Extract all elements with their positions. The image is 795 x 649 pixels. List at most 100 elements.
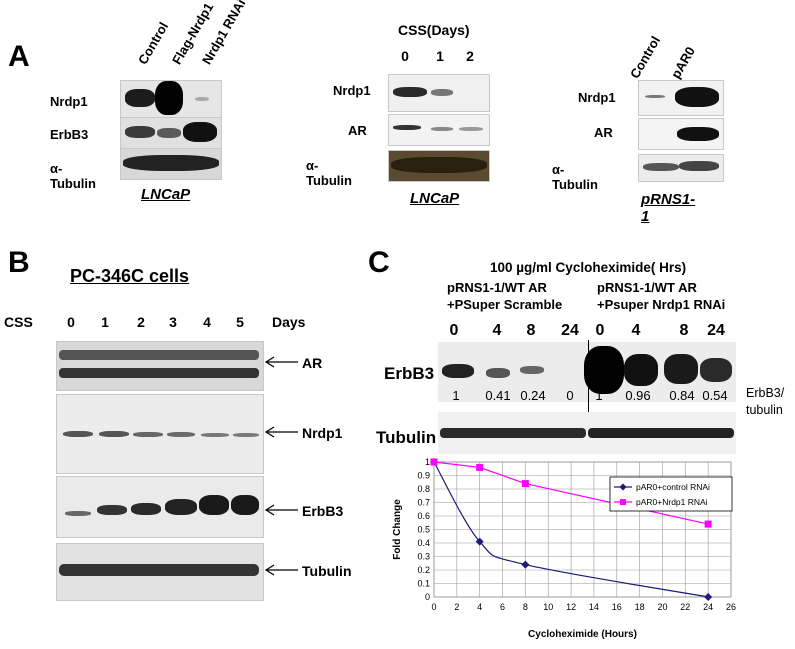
arrow-icon bbox=[264, 355, 298, 369]
blot-strip bbox=[638, 80, 724, 116]
lane-label: 0 bbox=[401, 48, 409, 64]
x-tick-label: 24 bbox=[703, 602, 713, 612]
legend-marker bbox=[619, 483, 627, 491]
row-label: AR bbox=[594, 125, 613, 140]
lane-label: 4 bbox=[492, 322, 502, 339]
lane-label: 24 bbox=[561, 322, 579, 339]
line-chart: 0 0.1 0.2 0.3 0.4 0.5 0.6 0.7 0.8 0.9 1 0 2 4 6 8 10 12 14… bbox=[366, 457, 746, 644]
x-tick-label: 14 bbox=[589, 602, 599, 612]
ratio-value: 0.41 bbox=[485, 388, 511, 403]
y-tick-label: 0.2 bbox=[417, 565, 430, 575]
y-tick-label: 0 bbox=[425, 592, 430, 602]
arrow-icon bbox=[264, 503, 298, 517]
lane-label: pAR0 bbox=[668, 44, 698, 81]
lane-label: Control bbox=[627, 33, 664, 81]
y-tick-label: 0.1 bbox=[417, 579, 430, 589]
row-label: Nrdp1 bbox=[333, 83, 371, 98]
y-tick-label: 0.7 bbox=[417, 498, 430, 508]
lane-label: 0 bbox=[449, 322, 459, 339]
x-tick-label: 8 bbox=[523, 602, 528, 612]
y-axis-label: Fold Change bbox=[392, 499, 403, 560]
line-chart-svg: 00.10.20.30.40.50.60.70.80.910 2 4 6 8 10 12 14… bbox=[392, 457, 736, 640]
x-tick-label: 0 bbox=[431, 602, 436, 612]
row-label: Nrdp1 bbox=[50, 94, 88, 109]
arrow-icon bbox=[264, 563, 298, 577]
blot-caption: LNCaP bbox=[141, 186, 191, 203]
ratio-value: 0 bbox=[566, 388, 574, 403]
y-tick-label: 1 bbox=[425, 458, 430, 467]
panel-a-letter: A bbox=[8, 40, 30, 73]
row-label: AR bbox=[348, 123, 367, 138]
days-label: Days bbox=[272, 314, 306, 330]
x-tick-label: 20 bbox=[657, 602, 667, 612]
blot-strip bbox=[120, 80, 222, 118]
x-tick-label: 2 bbox=[454, 602, 459, 612]
data-point bbox=[521, 560, 530, 569]
group1-line2: +PSuper Scramble bbox=[447, 297, 563, 312]
group-divider bbox=[588, 340, 589, 444]
blot-strip bbox=[438, 342, 736, 402]
x-tick-label: 18 bbox=[635, 602, 645, 612]
y-tick-label: 0.6 bbox=[417, 511, 430, 521]
data-point bbox=[476, 463, 484, 471]
ratio-value: 0.84 bbox=[669, 388, 695, 403]
row-label: ErbB3 bbox=[50, 127, 89, 142]
row-label: ErbB3 bbox=[302, 503, 344, 519]
x-tick-label: 6 bbox=[500, 602, 505, 612]
group1-line1: pRNS1-1/WT AR bbox=[447, 280, 547, 295]
blot-strip bbox=[56, 341, 264, 391]
blot-strip bbox=[638, 154, 724, 182]
blot-caption: pRNS1-1 bbox=[641, 191, 696, 225]
ratio-value: 1 bbox=[595, 388, 603, 403]
ratio-value: 0.24 bbox=[520, 388, 546, 403]
panel-b-letter: B bbox=[8, 246, 30, 279]
lane-label: 0 bbox=[67, 314, 75, 330]
row-label: α-Tubulin bbox=[552, 162, 598, 192]
panel-b-title: PC-346C cells bbox=[70, 266, 190, 286]
row-label: Nrdp1 bbox=[578, 90, 616, 105]
data-point bbox=[704, 593, 713, 601]
blot-strip bbox=[388, 114, 490, 146]
lane-label: Control bbox=[135, 19, 172, 67]
blot-strip bbox=[120, 117, 222, 149]
row-label: ErbB3 bbox=[384, 364, 435, 383]
data-point bbox=[521, 480, 529, 488]
blot-strip bbox=[438, 412, 736, 454]
blot-strip bbox=[56, 543, 264, 601]
lane-label: 3 bbox=[169, 314, 177, 330]
data-point bbox=[430, 458, 438, 466]
blot-header: CSS(Days) bbox=[398, 22, 470, 38]
lane-label: 5 bbox=[236, 314, 244, 330]
y-tick-label: 0.9 bbox=[417, 471, 430, 481]
blot-strip bbox=[388, 150, 490, 182]
lane-label: 2 bbox=[137, 314, 145, 330]
lane-label: 4 bbox=[203, 314, 211, 330]
blot-strip bbox=[56, 394, 264, 474]
data-point bbox=[704, 520, 712, 528]
lane-label: 8 bbox=[679, 322, 689, 339]
arrow-icon bbox=[264, 425, 298, 439]
ratio-label-line1: ErbB3/ bbox=[746, 386, 785, 400]
x-tick-label: 26 bbox=[726, 602, 736, 612]
row-label: Tubulin bbox=[376, 428, 437, 447]
ratio-value: 1 bbox=[452, 388, 460, 403]
group2-line1: pRNS1-1/WT AR bbox=[597, 280, 697, 295]
lane-label: 24 bbox=[707, 322, 725, 339]
data-point bbox=[475, 537, 484, 546]
row-label: Tubulin bbox=[302, 563, 352, 579]
lane-label: 2 bbox=[466, 48, 474, 64]
series-line bbox=[433, 461, 709, 598]
x-axis-label: Cycloheximide (Hours) bbox=[528, 629, 637, 640]
legend-label: pAR0+Nrdp1 RNAi bbox=[636, 497, 708, 507]
x-tick-label: 16 bbox=[612, 602, 622, 612]
group2-line2: +Psuper Nrdp1 RNAi bbox=[597, 297, 726, 312]
x-tick-label: 4 bbox=[477, 602, 482, 612]
y-tick-label: 0.4 bbox=[417, 538, 430, 548]
ratio-value: 0.54 bbox=[702, 388, 728, 403]
blot-strip bbox=[56, 476, 264, 538]
blot-caption: LNCaP bbox=[410, 190, 460, 207]
legend-marker bbox=[620, 499, 626, 505]
row-label: α-Tubulin bbox=[306, 158, 352, 188]
panel-c-title: 100 µg/ml Cycloheximide( Hrs) bbox=[490, 260, 687, 275]
x-tick-label: 12 bbox=[566, 602, 576, 612]
